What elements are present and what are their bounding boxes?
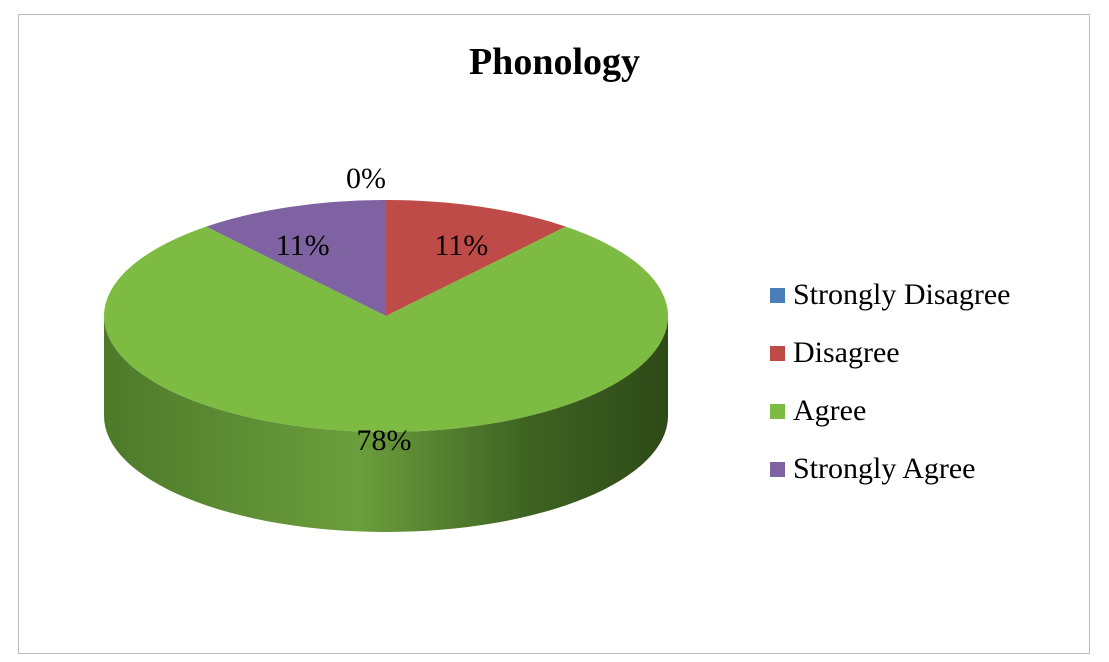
pie-side-wall [104, 316, 668, 532]
legend-swatch-strongly-agree [770, 461, 785, 477]
pie-slices [103, 200, 669, 433]
legend-label-disagree: Disagree [793, 336, 900, 369]
pie-data-labels: 0% 11% 78% 11% [276, 162, 488, 457]
legend: Strongly Disagree Disagree Agree Strongly A… [770, 266, 1090, 498]
data-label-strongly-agree: 11% [276, 229, 330, 262]
legend-label-strongly-disagree: Strongly Disagree [793, 278, 1011, 311]
data-label-strongly-disagree: 0% [346, 162, 386, 195]
pie-side-agree [104, 316, 668, 532]
pie-slice-strongly-agree [206, 200, 386, 316]
legend-item-agree: Agree [770, 382, 1090, 440]
legend-label-strongly-agree: Strongly Agree [793, 452, 976, 485]
legend-swatch-strongly-disagree [770, 287, 785, 303]
pie-slice-disagree [386, 200, 566, 316]
data-label-agree: 78% [357, 424, 412, 457]
chart-title: Phonology [468, 41, 641, 83]
legend-label-agree: Agree [793, 394, 867, 427]
pie-slice-agree [103, 226, 669, 433]
legend-swatch-agree [770, 403, 785, 419]
legend-item-strongly-agree: Strongly Agree [770, 440, 1090, 498]
legend-swatch-disagree [770, 345, 785, 361]
legend-item-disagree: Disagree [770, 324, 1090, 382]
data-label-disagree: 11% [434, 229, 488, 262]
legend-item-strongly-disagree: Strongly Disagree [770, 266, 1090, 324]
